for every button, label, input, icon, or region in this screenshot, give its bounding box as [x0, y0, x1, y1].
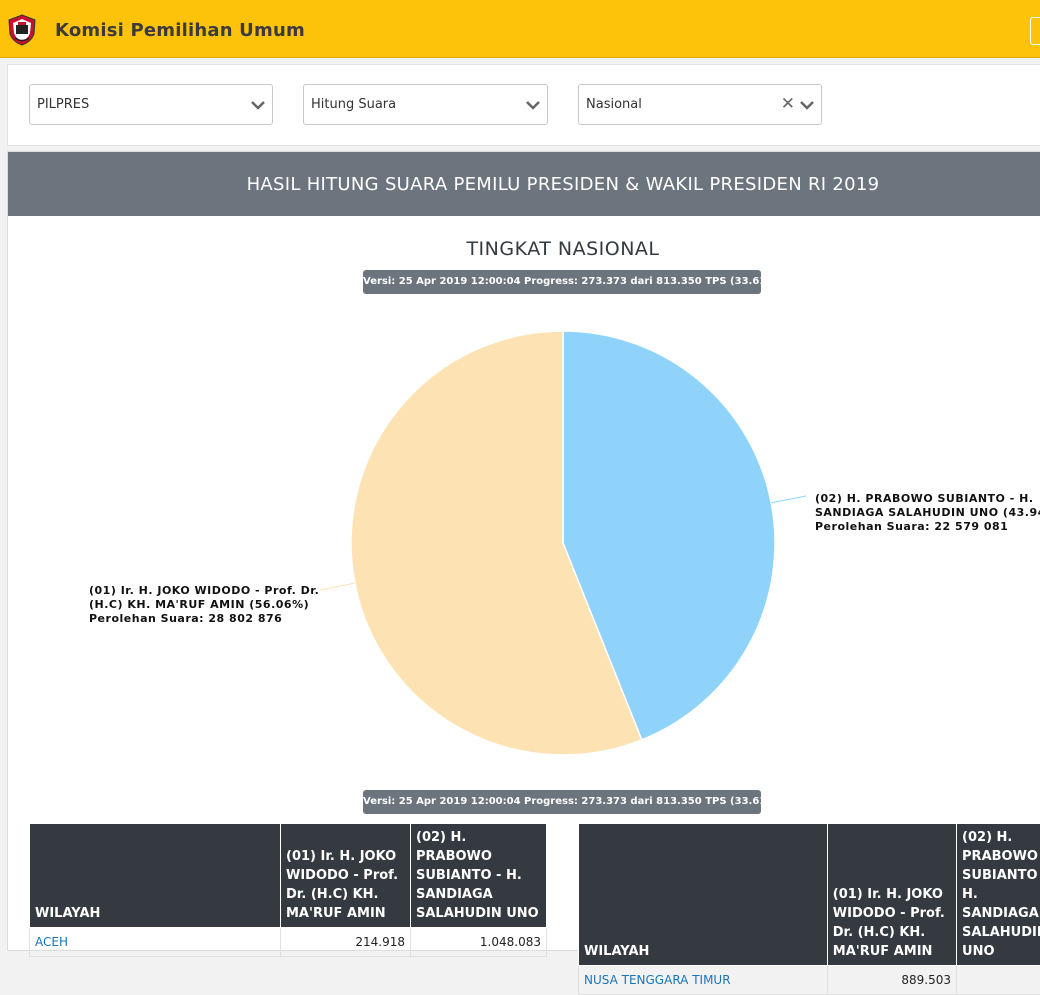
top-bar: Komisi Pemilihan Umum [0, 0, 1040, 58]
chevron-down-icon [799, 98, 815, 112]
kpu-emblem-icon[interactable] [7, 14, 37, 46]
clear-icon[interactable]: ✕ [781, 95, 795, 113]
column-header-02[interactable]: (02) H. PRABOWO SUBIANTO - H. SANDIAGA S… [411, 824, 547, 928]
election-select[interactable]: PILPRES [29, 84, 273, 125]
region-select-value: Nasional [586, 97, 642, 112]
column-header-region[interactable]: WILAYAH [30, 824, 281, 928]
votes-01: 889.503 [827, 966, 956, 995]
chevron-down-icon [525, 98, 541, 112]
region-link[interactable]: NUSA TENGGARA TIMUR [579, 966, 828, 995]
table-row: ACEH 214.918 1.048.083 [30, 928, 547, 957]
chevron-down-icon [250, 98, 266, 112]
column-header-01[interactable]: (01) Ir. H. JOKO WIDODO - Prof. Dr. (H.C… [827, 824, 956, 966]
pie-label-2: (02) H. PRABOWO SUBIANTO - H.SANDIAGA SA… [815, 492, 1040, 534]
results-table-right: WILAYAH (01) Ir. H. JOKO WIDODO - Prof. … [578, 823, 1040, 995]
pie-label-1: (01) Ir. H. JOKO WIDODO - Prof. Dr.(H.C)… [89, 584, 319, 626]
version-badge-bottom: Versi: 25 Apr 2019 12:00:04 Progress: 27… [363, 790, 761, 814]
mode-select-value: Hitung Suara [311, 97, 396, 112]
column-header-02[interactable]: (02) H. PRABOWO SUBIANTO - H. SANDIAGA S… [957, 824, 1040, 966]
region-link[interactable]: ACEH [30, 928, 281, 957]
votes-02 [957, 966, 1040, 995]
table-row: NUSA TENGGARA TIMUR 889.503 [579, 966, 1040, 995]
results-panel: HASIL HITUNG SUARA PEMILU PRESIDEN & WAK… [7, 151, 1040, 951]
column-header-01[interactable]: (01) Ir. H. JOKO WIDODO - Prof. Dr. (H.C… [281, 824, 411, 928]
column-header-region[interactable]: WILAYAH [579, 824, 828, 966]
filter-bar: PILPRES Hitung Suara Nasional ✕ [7, 64, 1040, 146]
votes-02: 1.048.083 [411, 928, 547, 957]
brand-title[interactable]: Komisi Pemilihan Umum [55, 20, 305, 41]
region-select[interactable]: Nasional ✕ [578, 84, 822, 125]
mode-select[interactable]: Hitung Suara [303, 84, 548, 125]
results-table-left: WILAYAH (01) Ir. H. JOKO WIDODO - Prof. … [29, 823, 547, 957]
votes-01: 214.918 [281, 928, 411, 957]
election-select-value: PILPRES [37, 97, 89, 112]
menu-toggle-button[interactable] [1030, 17, 1040, 45]
pie-chart [8, 152, 1040, 792]
leader-line-1 [320, 583, 355, 590]
leader-line-2 [771, 496, 806, 503]
